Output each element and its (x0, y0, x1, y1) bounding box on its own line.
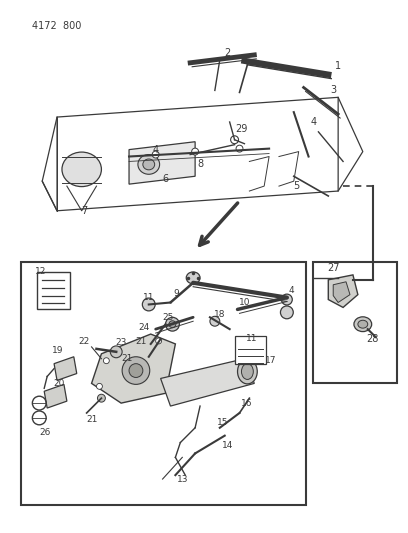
Ellipse shape (358, 320, 368, 328)
Ellipse shape (236, 145, 243, 152)
Text: 19: 19 (52, 346, 64, 356)
Text: 7: 7 (82, 206, 88, 216)
Ellipse shape (143, 159, 155, 170)
Polygon shape (313, 262, 397, 383)
Text: 21: 21 (86, 415, 97, 424)
Ellipse shape (142, 298, 155, 311)
Ellipse shape (156, 338, 162, 344)
Polygon shape (44, 384, 67, 408)
Ellipse shape (166, 385, 171, 391)
FancyBboxPatch shape (235, 336, 266, 364)
Ellipse shape (186, 272, 200, 284)
Text: 27: 27 (327, 263, 339, 273)
Ellipse shape (98, 394, 105, 402)
Text: 3: 3 (330, 85, 336, 95)
Ellipse shape (242, 364, 253, 379)
Polygon shape (54, 357, 77, 381)
Ellipse shape (237, 359, 257, 384)
Text: 20: 20 (53, 379, 65, 388)
Text: 4: 4 (153, 144, 159, 155)
Text: 16: 16 (241, 399, 252, 408)
Text: 22: 22 (78, 337, 89, 346)
Text: 4172  800: 4172 800 (32, 21, 82, 31)
Text: 4: 4 (289, 286, 295, 295)
Ellipse shape (354, 317, 372, 332)
Ellipse shape (103, 358, 109, 364)
Text: 17: 17 (265, 356, 277, 365)
Polygon shape (333, 282, 350, 303)
Text: 10: 10 (239, 298, 250, 307)
Text: 13: 13 (177, 474, 188, 483)
Text: 21: 21 (135, 337, 146, 346)
Ellipse shape (282, 294, 292, 305)
Polygon shape (91, 334, 175, 403)
FancyBboxPatch shape (37, 272, 70, 310)
Ellipse shape (152, 151, 159, 158)
Text: 25: 25 (163, 313, 174, 322)
Text: 5: 5 (294, 181, 300, 191)
Ellipse shape (138, 155, 160, 174)
Text: 21: 21 (121, 354, 133, 363)
Text: 12: 12 (35, 268, 46, 277)
Text: 14: 14 (222, 441, 233, 450)
Text: 15: 15 (217, 418, 228, 427)
Text: 24: 24 (138, 322, 149, 332)
Ellipse shape (192, 148, 199, 155)
Text: 23: 23 (115, 338, 127, 348)
Ellipse shape (210, 316, 220, 326)
Ellipse shape (166, 317, 180, 331)
Text: 6: 6 (162, 174, 169, 184)
Polygon shape (129, 142, 195, 184)
Ellipse shape (96, 383, 102, 389)
Text: 9: 9 (173, 289, 179, 298)
Text: 11: 11 (246, 335, 257, 343)
Text: 1: 1 (335, 61, 341, 71)
Text: 8: 8 (197, 159, 203, 169)
Ellipse shape (129, 364, 143, 377)
Text: 28: 28 (366, 334, 379, 344)
Ellipse shape (62, 152, 102, 187)
Text: 11: 11 (143, 293, 155, 302)
Ellipse shape (110, 346, 122, 358)
Text: 29: 29 (235, 124, 248, 134)
Text: 18: 18 (214, 310, 226, 319)
Ellipse shape (169, 321, 176, 328)
Ellipse shape (280, 306, 293, 319)
Polygon shape (328, 275, 358, 308)
Ellipse shape (122, 357, 150, 384)
Text: 2: 2 (224, 48, 231, 58)
Polygon shape (20, 262, 306, 505)
Text: 4: 4 (310, 117, 317, 127)
Text: 26: 26 (40, 428, 51, 437)
Polygon shape (161, 359, 254, 406)
